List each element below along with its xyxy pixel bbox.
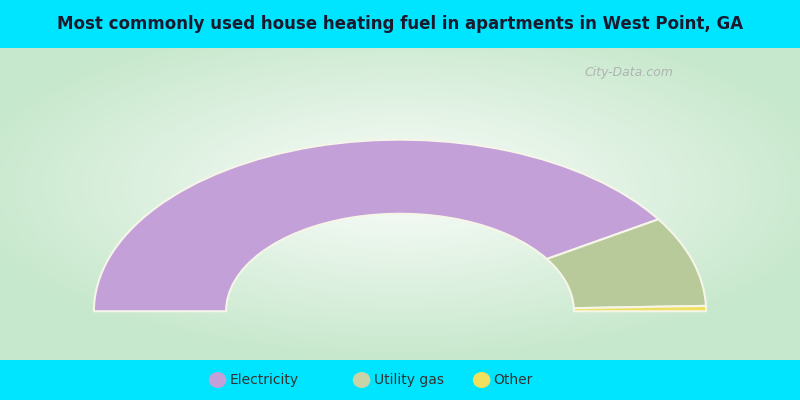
Text: Most commonly used house heating fuel in apartments in West Point, GA: Most commonly used house heating fuel in… (57, 15, 743, 33)
Text: City-Data.com: City-Data.com (584, 66, 673, 80)
Wedge shape (574, 306, 706, 311)
Text: Utility gas: Utility gas (374, 373, 443, 387)
Text: Other: Other (494, 373, 533, 387)
Wedge shape (547, 219, 706, 308)
Ellipse shape (473, 372, 490, 388)
Text: Electricity: Electricity (230, 373, 298, 387)
Ellipse shape (353, 372, 370, 388)
Wedge shape (94, 140, 658, 311)
Ellipse shape (209, 372, 226, 388)
